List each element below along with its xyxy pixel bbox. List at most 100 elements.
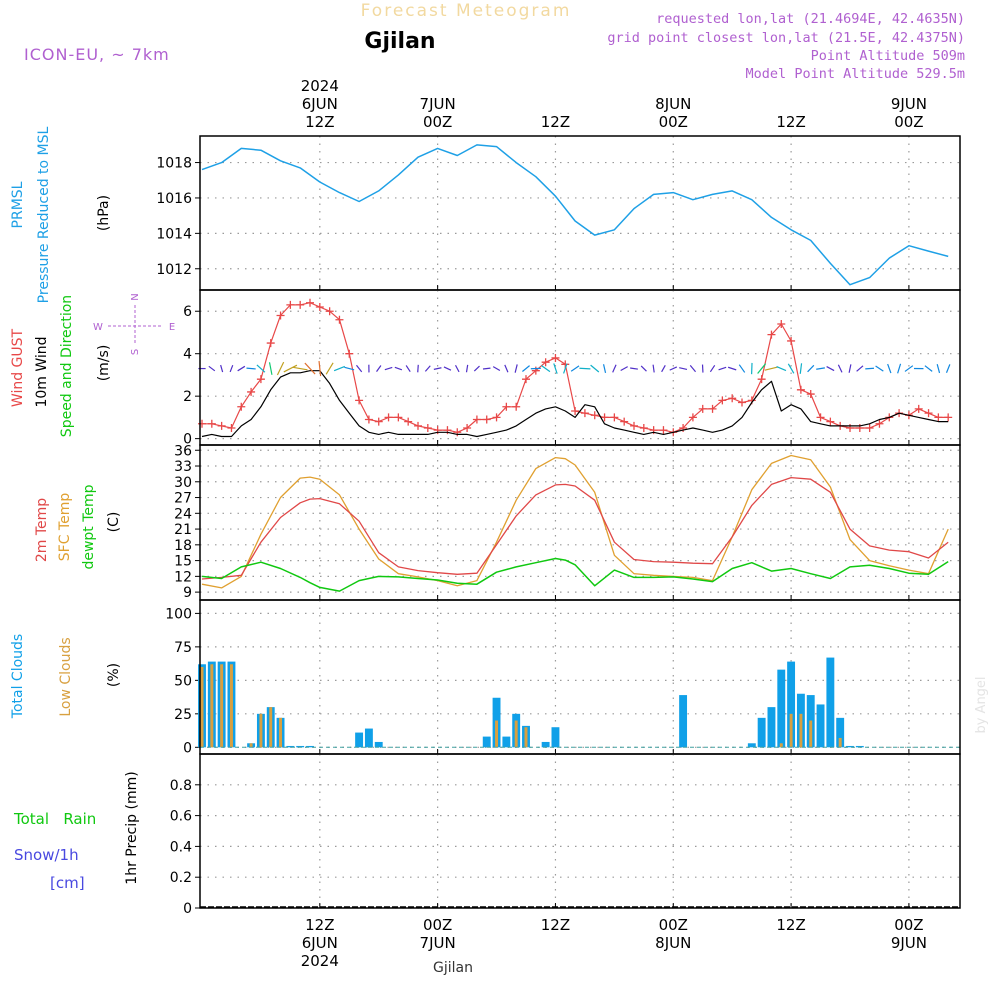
label-10m-wind: 10m Wind	[34, 336, 50, 407]
top-hour-label: 12Z	[541, 113, 570, 131]
ytick-label: 1018	[156, 156, 192, 172]
gust-marker	[385, 413, 393, 421]
gust-marker	[826, 418, 834, 426]
wind-arrow	[613, 365, 616, 373]
ytick-label: 0.8	[170, 778, 192, 794]
bottom-hour-label: 12Z	[305, 916, 334, 934]
gust-marker	[306, 299, 314, 307]
wind-arrow	[456, 365, 460, 372]
bar-total-clouds	[777, 670, 785, 748]
wind-arrow	[604, 364, 606, 373]
bar-low-clouds	[790, 714, 793, 747]
wind-arrow	[765, 367, 778, 370]
gust-marker	[267, 339, 275, 347]
wind-arrow	[434, 368, 442, 370]
gust-marker	[787, 337, 795, 345]
info-requested: requested lon,lat (21.4694E, 42.4635N)	[656, 11, 965, 27]
wind-arrow	[905, 366, 913, 372]
bar-total-clouds	[365, 729, 373, 748]
bar-total-clouds	[552, 727, 560, 747]
watermark: by Angel	[974, 676, 989, 733]
gust-marker	[620, 418, 628, 426]
ytick-label: 24	[174, 506, 192, 522]
bar-low-clouds	[809, 721, 812, 748]
top-day-label: 6JUN	[302, 95, 338, 113]
label-wind-gust: Wind GUST	[10, 328, 26, 407]
wind-arrow	[719, 367, 727, 370]
gust-marker	[296, 301, 304, 309]
wind-arrow	[385, 367, 392, 369]
wind-arrow	[246, 368, 255, 369]
wind-arrow	[221, 365, 223, 372]
compass-w: W	[93, 322, 103, 333]
gust-marker	[659, 426, 667, 434]
ytick-label: 25	[174, 707, 192, 723]
bar-low-clouds	[839, 738, 842, 747]
compass-e: E	[169, 322, 175, 333]
wind-arrow	[849, 364, 851, 372]
gust-marker	[817, 413, 825, 421]
ytick-label: 36	[174, 443, 192, 459]
wind-arrow	[808, 365, 814, 371]
series-dewpt-temp	[202, 559, 948, 592]
wind-arrow	[293, 367, 308, 370]
ytick-label: 33	[174, 459, 192, 475]
gust-marker	[866, 424, 874, 432]
bar-low-clouds	[495, 721, 498, 748]
ytick-label: 1014	[156, 226, 192, 242]
wind-arrow	[898, 364, 901, 374]
bar-total-clouds	[355, 733, 363, 748]
series-2m-temp	[202, 478, 948, 579]
label-sfc-temp: SFC Temp	[57, 493, 73, 562]
bar-total-clouds	[483, 737, 491, 748]
gust-marker	[934, 413, 942, 421]
bar-low-clouds	[220, 664, 223, 747]
wind-arrow	[277, 362, 283, 375]
bar-low-clouds	[230, 664, 233, 747]
ytick-label: 50	[174, 673, 192, 689]
bottom-hour-label: 00Z	[423, 916, 452, 934]
compass-s: S	[130, 349, 141, 355]
bottom-day-label: 7JUN	[420, 934, 456, 952]
wind-arrow	[946, 364, 949, 372]
bottom-day-label: 8JUN	[655, 934, 691, 952]
series-sfc-temp	[202, 456, 948, 588]
bar-total-clouds	[679, 695, 687, 747]
wind-arrow	[209, 366, 215, 371]
panel-frame	[200, 290, 960, 445]
wind-arrow	[865, 368, 874, 369]
top-year-label: 2024	[301, 77, 339, 95]
gust-marker	[512, 403, 520, 411]
label-total-clouds: Total Clouds	[10, 634, 26, 719]
wind-arrow	[238, 366, 245, 371]
bottom-hour-label: 12Z	[776, 916, 805, 934]
wind-arrow	[515, 364, 517, 372]
top-day-label: 9JUN	[891, 95, 927, 113]
bar-low-clouds	[210, 664, 213, 747]
gust-marker	[218, 422, 226, 430]
wind-arrow	[816, 368, 825, 369]
wind-arrow	[827, 367, 835, 371]
series-10m-wind	[202, 371, 948, 437]
bottom-hour-label: 12Z	[541, 916, 570, 934]
gust-marker	[453, 428, 461, 436]
top-day-label: 7JUN	[420, 95, 456, 113]
wind-arrow	[326, 363, 333, 375]
top-hour-label: 00Z	[659, 113, 688, 131]
compass-n: N	[130, 293, 141, 300]
bar-total-clouds	[748, 743, 756, 747]
footer-location: Gjilan	[433, 960, 473, 976]
gust-marker	[414, 422, 422, 430]
ytick-label: 0	[183, 901, 192, 917]
bar-low-clouds	[279, 718, 282, 747]
precip-panel: 00.20.40.60.8	[170, 754, 960, 917]
info-point-altitude: Point Altitude 509m	[811, 48, 965, 64]
bar-total-clouds	[826, 658, 834, 748]
top-day-label: 8JUN	[655, 95, 691, 113]
wind-arrow	[418, 365, 419, 372]
